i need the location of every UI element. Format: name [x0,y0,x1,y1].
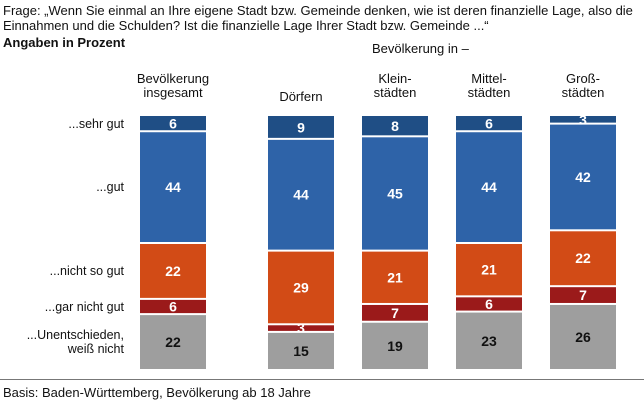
column-header-2: Klein-städten [340,72,450,100]
bar-segment [140,299,206,314]
bar-segment [268,116,334,138]
data-label: 15 [293,343,309,359]
answer-label-3: ...gar nicht gut [45,300,124,314]
group-header: Bevölkerung in – [372,41,469,56]
answer-label-0: ...sehr gut [68,117,124,131]
data-label: 45 [387,185,403,201]
data-label: 3 [297,320,305,336]
answer-label-line: ...gar nicht gut [44,299,124,314]
data-label: 7 [579,287,587,303]
data-label: 6 [169,116,177,132]
bar-segment [140,315,206,369]
data-label: 26 [575,329,591,345]
data-label: 44 [293,187,309,203]
data-label: 44 [481,179,497,195]
bar-segment [362,304,428,321]
bar-segment [550,124,616,230]
answer-label-line: ...gut [96,180,124,195]
bar-segment [140,116,206,131]
answer-label-line: ...sehr gut [68,116,124,131]
data-label: 22 [165,334,181,350]
bar-segment [550,304,616,369]
column-header-line: Mittel- [471,71,507,86]
column-header-1: Dörfern [246,90,356,104]
data-label: 22 [165,263,181,279]
bar-segment [362,137,428,250]
bar-segment [550,287,616,303]
answer-label-line: ...nicht so gut [49,263,124,278]
bar-segment [268,325,334,331]
column-header-3: Mittel-städten [434,72,544,100]
data-label: 6 [485,296,493,312]
column-header-line: Klein- [378,71,412,86]
bar-segment [268,139,334,250]
bar-segment [456,244,522,296]
data-label: 29 [293,279,309,295]
bar-segment [268,332,334,369]
data-label: 21 [387,269,403,285]
bar-segment [456,312,522,369]
column-header-line: Bevölkerung [136,71,210,86]
column-header-0: Bevölkerung insgesamt [118,72,228,100]
bar-segment [140,244,206,298]
data-label: 6 [169,299,177,315]
bar-segment [362,116,428,136]
column-header-4: Groß-städten [528,72,638,100]
basis-note: Basis: Baden-Württemberg, Bevölkerung ab… [3,385,311,400]
bar-segment [456,297,522,311]
question-text: Frage: „Wenn Sie einmal an Ihre eigene S… [3,3,633,33]
column-header-line: Groß- [566,71,600,86]
data-label: 22 [575,250,591,266]
bar-segment [362,322,428,369]
bar-segment [140,132,206,242]
bar-segment [456,132,522,242]
data-label: 19 [387,338,403,354]
bar-segment [550,116,616,123]
data-label: 3 [579,112,587,128]
data-label: 44 [165,179,181,195]
answer-label-1: ...gut [96,180,124,194]
answer-label-line: ...Unentschieden, [26,328,124,343]
data-label: 21 [481,262,497,278]
answer-label-2: ...nicht so gut [50,264,124,278]
data-label: 23 [481,333,497,349]
subtitle: Angaben in Prozent [3,35,126,50]
bar-segment [268,251,334,324]
answer-label-line: weiß nicht [67,342,124,357]
data-label: 42 [575,169,591,185]
answer-label-4: ...Unentschieden, weiß nicht [27,328,124,356]
column-header-line: städten [561,85,605,100]
data-label: 7 [391,305,399,321]
divider [0,379,644,380]
data-label: 9 [297,119,305,135]
column-header-line: insgesamt [143,85,203,100]
bar-segment [550,231,616,286]
column-header-line: Dörfern [279,89,323,104]
column-header-line: städten [373,85,417,100]
column-header-line: städten [467,85,511,100]
bar-segment [456,116,522,131]
bar-segment [362,251,428,303]
data-label: 6 [485,116,493,132]
data-label: 8 [391,118,399,134]
